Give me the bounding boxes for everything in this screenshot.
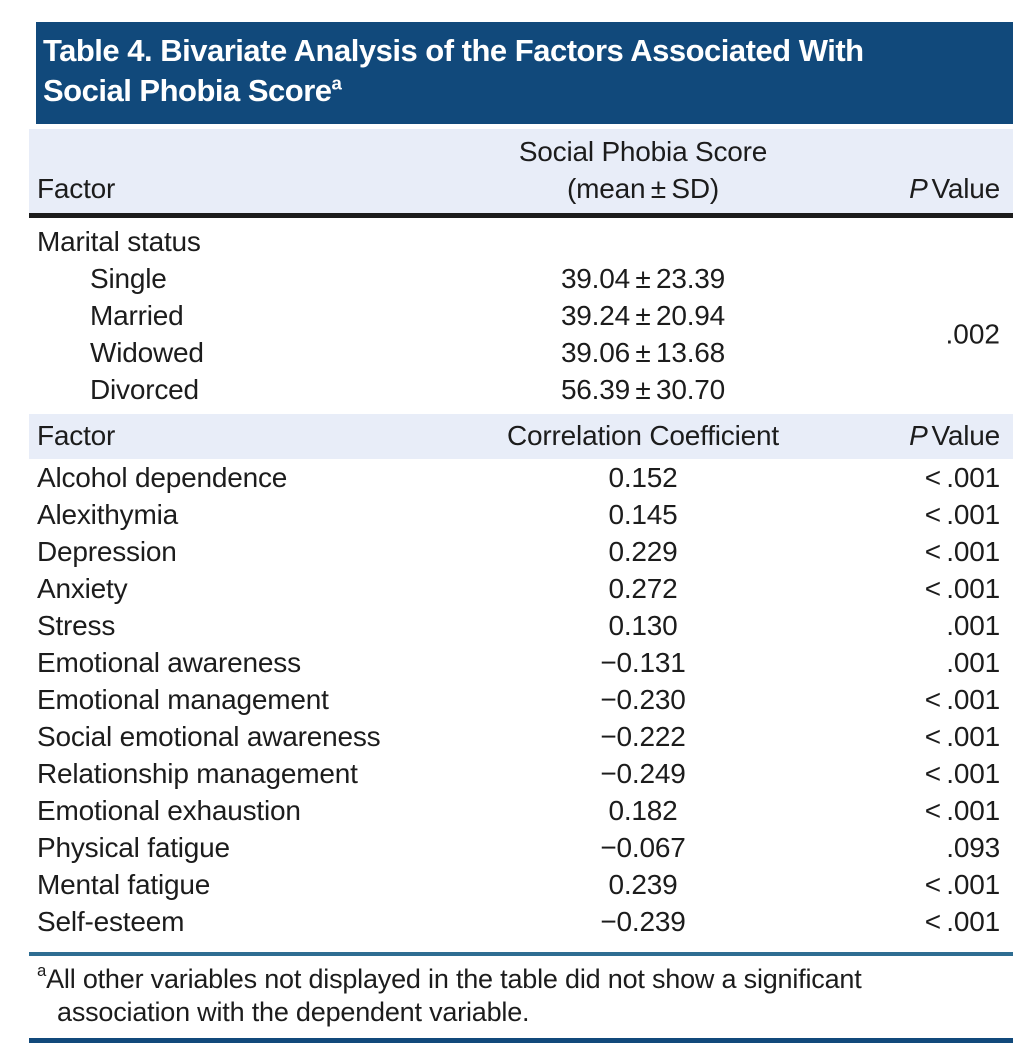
row-label: Relationship management (37, 758, 358, 789)
group-row: Marital status (29, 223, 1013, 260)
row-p-value: < .001 (924, 684, 1000, 715)
table-row: Divorced 56.39 ± 30.70 (29, 371, 1013, 408)
row-coefficient: −0.131 (600, 647, 686, 678)
row-label: Depression (37, 536, 177, 567)
title-line1: Table 4. Bivariate Analysis of the Facto… (43, 33, 864, 68)
row-label: Anxiety (37, 573, 128, 604)
section2-header-row: Factor Correlation Coefficient P Value (29, 414, 1013, 459)
row-value: 39.06 ± 13.68 (560, 337, 726, 368)
col-header-score-line1: Social Phobia Score (518, 136, 768, 167)
p-symbol: P (909, 173, 928, 204)
row-value: 56.39 ± 30.70 (560, 374, 726, 405)
row-label: Mental fatigue (37, 869, 211, 900)
footnote-paragraph: aAll other variables not displayed in th… (37, 961, 984, 1029)
footnote-marker: a (37, 961, 47, 980)
table-row: Social emotional awareness −0.222 < .001 (29, 718, 1013, 755)
row-label: Widowed (90, 337, 204, 368)
row-coefficient: −0.230 (600, 684, 686, 715)
row-p-value: .001 (946, 610, 1000, 641)
section1-header-row: Factor Social Phobia Score (mean ± SD) P… (29, 129, 1013, 213)
row-value: 39.04 ± 23.39 (560, 263, 726, 294)
table-footnote: aAll other variables not displayed in th… (29, 956, 984, 1038)
title-line2-text: Social Phobia Score (43, 73, 332, 108)
row-label: Physical fatigue (37, 832, 230, 863)
table-row: Relationship management −0.249 < .001 (29, 755, 1013, 792)
p-word: Value (931, 420, 1000, 451)
table-row: Alcohol dependence 0.152 < .001 (29, 459, 1013, 496)
table-row: Alexithymia 0.145 < .001 (29, 496, 1013, 533)
row-coefficient: 0.152 (608, 462, 678, 493)
col-header-factor: Factor (37, 173, 116, 204)
table-row: Emotional awareness −0.131 .001 (29, 644, 1013, 681)
table-row: Physical fatigue −0.067 .093 (29, 829, 1013, 866)
row-p-value: < .001 (924, 721, 1000, 752)
row-label: Emotional exhaustion (37, 795, 301, 826)
footnote-text: All other variables not displayed in the… (46, 964, 862, 1027)
row-p-value: < .001 (924, 869, 1000, 900)
row-p-value: < .001 (924, 758, 1000, 789)
col-header-pvalue: P Value (803, 170, 1013, 207)
row-coefficient: 0.229 (608, 536, 678, 567)
marital-p-value: .002 (945, 318, 1001, 350)
row-label: Stress (37, 610, 116, 641)
table-row: Widowed 39.06 ± 13.68 (29, 334, 1013, 371)
row-coefficient: 0.239 (608, 869, 678, 900)
table-row: Self-esteem −0.239 < .001 (29, 903, 1013, 940)
row-label: Emotional management (37, 684, 329, 715)
table-row: Depression 0.229 < .001 (29, 533, 1013, 570)
row-label: Self-esteem (37, 906, 185, 937)
row-coefficient: 0.182 (608, 795, 678, 826)
col-header-score: Social Phobia Score (mean ± SD) (483, 133, 803, 207)
row-coefficient: 0.145 (608, 499, 678, 530)
p-word: Value (931, 173, 1000, 204)
table-title: Table 4. Bivariate Analysis of the Facto… (43, 31, 1003, 111)
row-p-value: < .001 (924, 462, 1000, 493)
marital-rows: Single 39.04 ± 23.39 Married 39.24 ± 20.… (29, 260, 1013, 408)
row-p-value: < .001 (924, 906, 1000, 937)
row-label: Emotional awareness (37, 647, 301, 678)
title-footnote-marker: a (331, 72, 342, 94)
correlation-section: Alcohol dependence 0.152 < .001 Alexithy… (29, 459, 1013, 952)
table-row: Stress 0.130 .001 (29, 607, 1013, 644)
col-header-factor2: Factor (37, 420, 116, 451)
table-row: Single 39.04 ± 23.39 (29, 260, 1013, 297)
col-header-pvalue2: P Value (803, 417, 1013, 454)
row-p-value: .001 (946, 647, 1000, 678)
table-row: Emotional exhaustion 0.182 < .001 (29, 792, 1013, 829)
row-coefficient: −0.222 (600, 721, 686, 752)
row-p-value: < .001 (924, 573, 1000, 604)
row-p-value: < .001 (924, 536, 1000, 567)
row-label: Divorced (90, 374, 199, 405)
table-row: Mental fatigue 0.239 < .001 (29, 866, 1013, 903)
p-symbol: P (909, 420, 928, 451)
row-label: Social emotional awareness (37, 721, 381, 752)
row-label: Married (90, 300, 184, 331)
row-label: Alcohol dependence (37, 462, 288, 493)
col-header-coefficient: Correlation Coefficient (507, 420, 779, 451)
col-header-score-line2: (mean ± SD) (567, 173, 719, 204)
row-p-value: .093 (946, 832, 1000, 863)
table-row: Anxiety 0.272 < .001 (29, 570, 1013, 607)
row-coefficient: 0.272 (608, 573, 678, 604)
header-divider-rule (29, 213, 1013, 218)
row-label: Single (90, 263, 167, 294)
row-p-value: < .001 (924, 499, 1000, 530)
footnote-top-rule (29, 952, 1013, 956)
bottom-rule (29, 1038, 1013, 1043)
group-label: Marital status (37, 226, 201, 257)
row-value: 39.24 ± 20.94 (560, 300, 726, 331)
row-coefficient: −0.249 (600, 758, 686, 789)
table-row: Emotional management −0.230 < .001 (29, 681, 1013, 718)
row-label: Alexithymia (37, 499, 178, 530)
title-line2: Social Phobia Scorea (43, 71, 1003, 111)
marital-status-section: Marital status Single 39.04 ± 23.39 Marr… (29, 218, 1013, 414)
row-coefficient: 0.130 (608, 610, 678, 641)
row-p-value: < .001 (924, 795, 1000, 826)
table-row: Married 39.24 ± 20.94 (29, 297, 1013, 334)
row-coefficient: −0.239 (600, 906, 686, 937)
row-coefficient: −0.067 (600, 832, 686, 863)
table-title-bar: Table 4. Bivariate Analysis of the Facto… (36, 22, 1013, 124)
